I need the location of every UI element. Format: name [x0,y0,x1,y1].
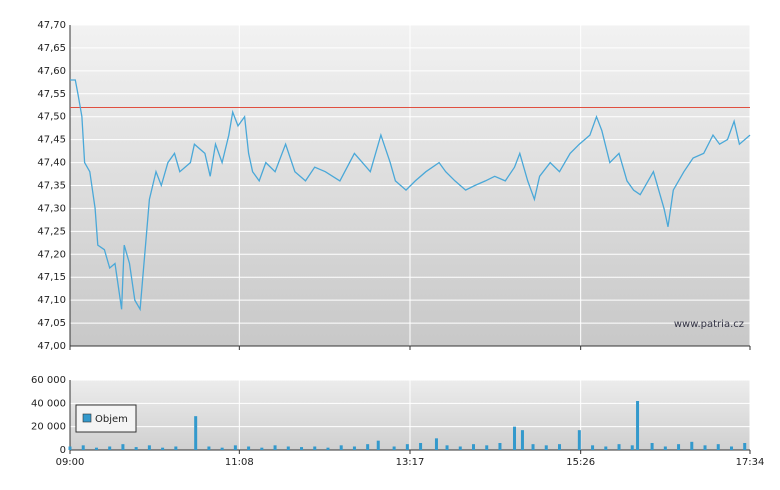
volume-bar [729,446,733,450]
volume-bar [405,444,409,450]
volume-bar [286,446,290,450]
volume-bar [650,443,654,450]
y-tick-label: 47,55 [37,89,66,100]
volume-bar [703,445,707,450]
y-tick-label: 47,05 [37,318,66,329]
volume-bar [743,443,747,450]
volume-bar [161,447,165,450]
y-tick-label: 47,60 [37,66,66,77]
volume-bar [392,446,396,450]
y-tick-label: 47,00 [37,341,66,352]
volume-bar [472,444,476,450]
volume-bar [68,446,72,450]
y-tick-label: 47,45 [37,135,66,146]
volume-bar [81,445,85,450]
volume-bar [247,446,251,450]
volume-bar [260,447,264,450]
y-tick-label: 47,10 [37,295,66,306]
y-tick-label: 47,50 [37,112,66,123]
volume-bar [577,430,581,450]
y-tick-label: 47,35 [37,181,66,192]
price-line [70,79,751,312]
volume-bar [352,446,356,450]
volume-bar [591,445,595,450]
volume-bar [94,447,98,450]
x-tick-label: 17:34 [736,457,765,468]
volume-bar [134,447,138,450]
volume-bar [147,445,151,450]
legend-swatch [82,413,92,423]
x-tick-label: 11:08 [225,457,254,468]
volume-bar [677,444,681,450]
x-tick-label: 09:00 [56,457,85,468]
volume-bar [485,445,489,450]
volume-bar [300,447,304,450]
volume-bar [366,444,370,450]
watermark: www.patria.cz [674,319,744,330]
y-tick-label: 47,15 [37,272,66,283]
y-tick-label: 60 000 [31,375,66,386]
volume-bar [630,445,634,450]
x-tick-label: 13:17 [396,457,425,468]
volume-bar [233,445,237,450]
volume-bar [220,447,224,450]
volume-bar [544,445,548,450]
y-tick-label: 0 [60,445,66,456]
y-tick-label: 40 000 [31,398,66,409]
volume-bar [458,446,462,450]
volume-bar [419,443,423,450]
volume-bar [663,446,667,450]
volume-bar [376,440,380,450]
volume-bar [326,447,330,450]
volume-bar [520,430,524,450]
volume-bar [513,426,517,450]
volume-bar [207,446,211,450]
volume-bar [121,444,125,450]
volume-bar [716,444,720,450]
y-tick-label: 47,25 [37,226,66,237]
volume-bar [174,446,178,450]
volume-bar [690,441,694,450]
volume-bar [108,446,112,450]
volume-bar [313,446,317,450]
volume-bar [531,444,535,450]
y-tick-label: 47,30 [37,203,66,214]
legend-label: Objem [95,414,128,425]
volume-bar [445,445,449,450]
volume-bar [498,443,502,450]
volume-bar [617,444,621,450]
y-tick-label: 47,65 [37,43,66,54]
y-tick-label: 47,40 [37,158,66,169]
y-tick-label: 47,20 [37,249,66,260]
volume-bar [339,445,343,450]
volume-bar [434,438,438,450]
y-tick-label: 20 000 [31,422,66,433]
x-tick-label: 15:26 [566,457,595,468]
volume-bar [273,445,277,450]
volume-bar [557,444,561,450]
y-tick-label: 47,70 [37,20,66,31]
volume-bar [194,416,198,450]
volume-bar [604,446,608,450]
volume-bar [636,401,640,450]
